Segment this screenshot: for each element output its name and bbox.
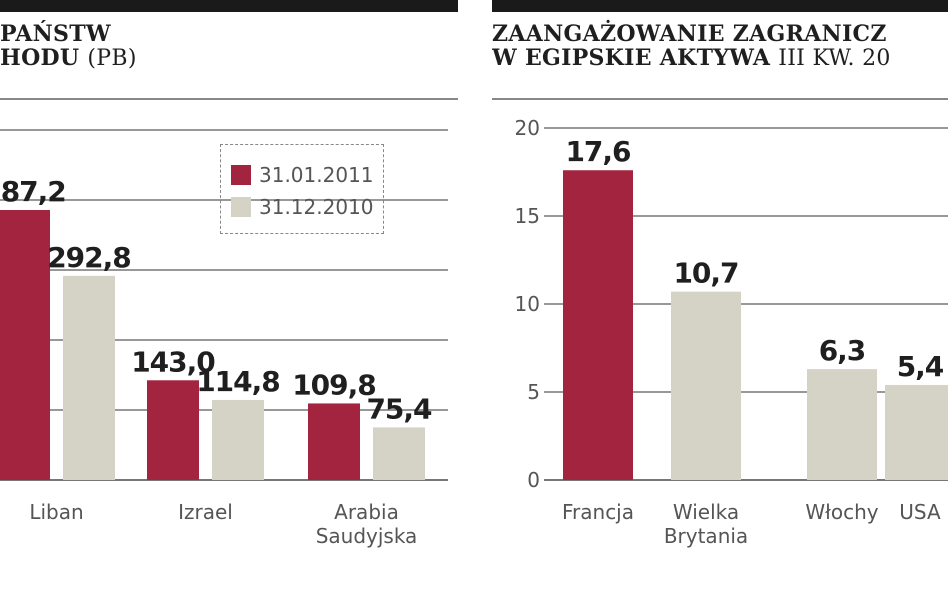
category-label-arabia-saudyjska: Saudyjska [316,524,418,548]
y-tick-label-0: 0 [527,468,540,492]
right-title-line1: ZAANGAŻOWANIE ZAGRANICZ [492,21,887,47]
left-title-rule [0,98,458,100]
category-label-w-ochy: Włochy [805,500,878,524]
right-chart-panel: ZAANGAŻOWANIE ZAGRANICZ W EGIPSKIE AKTYW… [492,0,948,593]
legend-label-2010: 31.12.2010 [259,195,374,219]
left-title-line2: HODU [0,45,80,71]
legend-swatch-2011 [231,165,251,185]
right-title-line2: W EGIPSKIE AKTYWA [492,45,771,71]
right-header-bar [492,0,948,12]
legend-item-2011: 31.01.2011 [231,159,383,191]
left-header-bar [0,0,458,12]
y-tick-label-20: 20 [515,116,540,140]
bar-izrael-31-01-2011 [147,380,199,480]
bar-liban-31-01-2011 [0,210,50,480]
bar-wielka-brytania [671,291,741,480]
category-label-wielka-brytania: Wielka [673,500,739,524]
right-title-period: III KW. 20 [778,46,891,71]
category-label-wielka-brytania: Brytania [664,524,748,548]
bar-arabia-saudyjska-31-01-2011 [308,403,360,480]
data-label-arabia-saudyjska-31-12-2010: 75,4 [366,392,432,425]
bar-izrael-31-12-2010 [212,399,264,480]
data-label-wielka-brytania: 10,7 [673,257,738,290]
category-label-usa: USA [899,500,941,524]
y-tick-label-15: 15 [515,204,540,228]
data-label-izrael-31-12-2010: 114,8 [196,365,280,398]
left-title-line1: PAŃSTW [0,21,111,47]
left-title-unit: (PB) [87,46,137,71]
data-label-liban-31-01-2011: 387,2 [0,175,66,208]
bar-francja [563,170,633,481]
data-label-w-ochy: 6,3 [819,334,866,367]
legend-label-2011: 31.01.2011 [259,163,374,187]
y-tick-label-5: 5 [527,380,540,404]
data-label-arabia-saudyjska-31-01-2011: 109,8 [292,368,376,401]
right-title-rule [492,98,948,100]
bar-arabia-saudyjska-31-12-2010 [373,427,425,480]
bar-usa [885,384,948,480]
bar-w-ochy [807,369,877,480]
category-label-francja: Francja [562,500,634,524]
left-chart-title: PAŃSTW HODU (PB) [0,22,137,71]
data-label-izrael-31-01-2011: 143,0 [131,345,215,378]
category-label-izrael: Izrael [178,500,233,524]
y-tick-label-10: 10 [515,292,540,316]
category-label-arabia-saudyjska: Arabia [334,500,399,524]
category-label-liban: Liban [29,500,83,524]
data-label-usa: 5,4 [897,350,944,383]
data-label-francja: 17,6 [565,135,630,168]
data-label-liban-31-12-2010: 292,8 [47,241,131,274]
left-chart-panel: PAŃSTW HODU (PB) 387,2 292,8 Liban 143,0114… [0,0,458,593]
chart-legend: 31.01.2011 31.12.2010 [220,144,384,234]
bar-liban-31-12-2010 [63,275,115,480]
legend-swatch-2010 [231,197,251,217]
legend-item-2010: 31.12.2010 [231,191,383,223]
right-chart-title: ZAANGAŻOWANIE ZAGRANICZ W EGIPSKIE AKTYW… [492,22,891,71]
